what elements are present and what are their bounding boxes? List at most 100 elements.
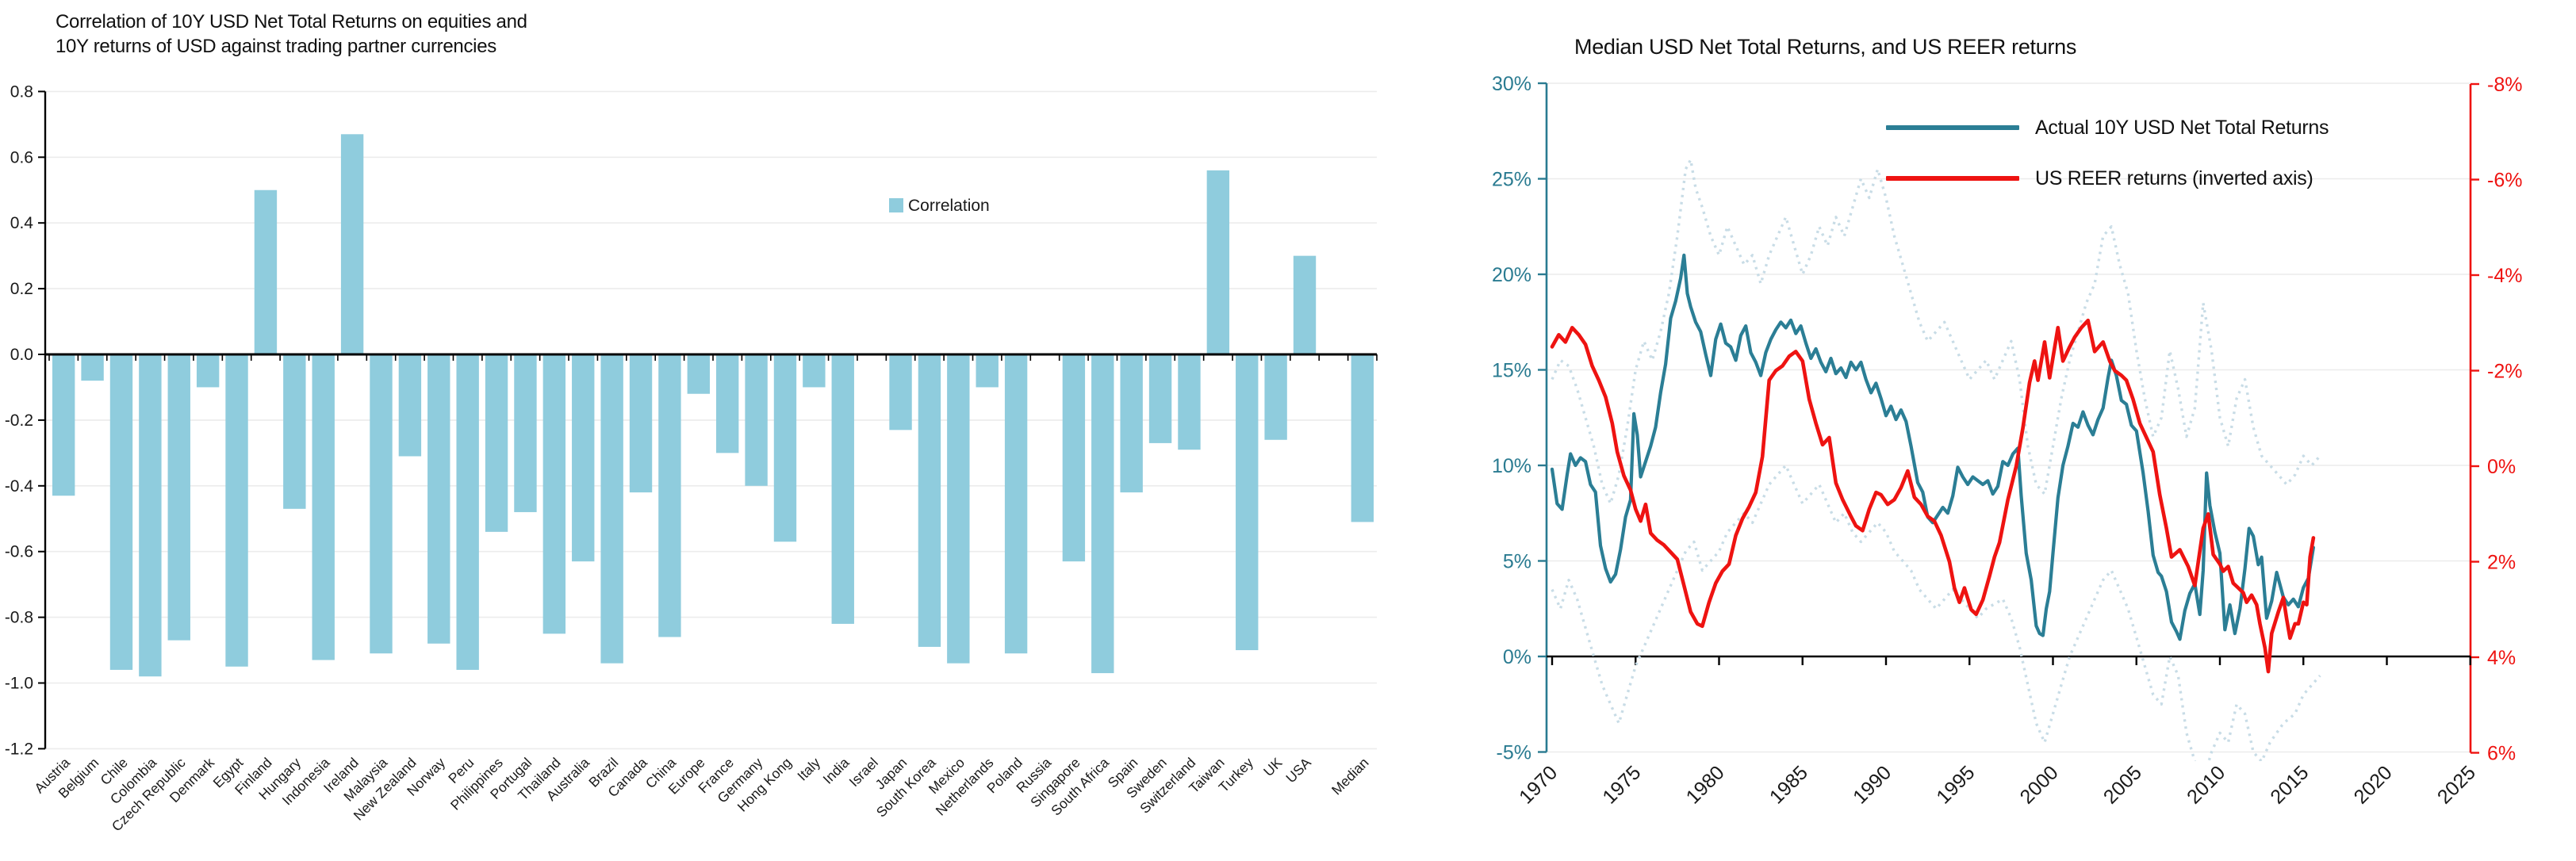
bar-indonesia (312, 354, 335, 660)
bar-median (1351, 354, 1374, 522)
bar-europe (687, 354, 710, 394)
bar-austria (52, 354, 75, 496)
series-actual-10y-usd-net-total-returns (1550, 253, 2315, 641)
bar-ireland (340, 134, 364, 354)
left-axis-label: 25% (1492, 169, 1531, 191)
left-axis-label: 30% (1492, 73, 1531, 95)
left-axis-label: 15% (1492, 360, 1531, 382)
left-axis-label: 20% (1492, 264, 1531, 286)
y-axis-label: 0.2 (10, 280, 33, 298)
y-axis-label: 0.4 (10, 214, 34, 232)
bar-uk (1264, 354, 1287, 440)
bar-colombia (139, 354, 162, 677)
bar-france (716, 354, 739, 453)
x-axis-label-usa: USA (1282, 754, 1314, 786)
bar-south-africa (1091, 354, 1114, 674)
right-axis-label: 4% (2487, 647, 2516, 669)
right-chart-title: Median USD Net Total Returns, and US REE… (1574, 35, 2077, 59)
bar-spain (1120, 354, 1143, 493)
bar-hong-kong (773, 354, 797, 542)
bar-egypt (225, 354, 248, 667)
right-axis-label: 2% (2487, 552, 2516, 574)
bar-netherlands (976, 354, 999, 388)
bar-singapore (1062, 354, 1086, 562)
x-axis-label-2005: 2005 (2099, 761, 2146, 808)
y-axis-label: -1.2 (5, 740, 33, 758)
right-axis-label: -6% (2487, 170, 2522, 192)
bar-new-zealand (398, 354, 422, 457)
teal-series-legend-label: Actual 10Y USD Net Total Returns (2035, 116, 2329, 139)
bar-sweden (1148, 354, 1172, 443)
right-chart-legend: Actual 10Y USD Net Total Returns US REER… (1886, 111, 2329, 195)
bar-norway (427, 354, 450, 644)
correlation-bar-chart: 0.80.60.40.20.0-0.2-0.4-0.6-0.8-1.0-1.2A… (5, 82, 1378, 834)
correlation-legend-label: Correlation (908, 197, 990, 215)
left-axis-label: 0% (1503, 646, 1531, 668)
bar-canada (629, 354, 653, 493)
bar-brazil (600, 354, 623, 664)
left-chart-title-line1: Correlation of 10Y USD Net Total Returns… (56, 11, 527, 33)
bar-taiwan (1206, 170, 1230, 354)
x-axis-label-median: Median (1328, 755, 1372, 798)
bar-south-korea (918, 354, 941, 647)
right-axis-label: -4% (2487, 265, 2522, 287)
y-axis-label: -0.4 (5, 477, 34, 496)
bar-czech-republic (167, 354, 190, 641)
right-axis-label: 6% (2487, 743, 2516, 765)
left-chart-title: Correlation of 10Y USD Net Total Returns… (56, 10, 527, 59)
x-axis-label-1970: 1970 (1515, 761, 1562, 808)
left-chart-title-line2: 10Y returns of USD against trading partn… (56, 36, 496, 57)
x-axis-label-2000: 2000 (2016, 761, 2063, 808)
left-axis-label: -5% (1497, 742, 1531, 764)
bar-mexico (947, 354, 970, 664)
x-axis-label-2025: 2025 (2433, 761, 2480, 808)
x-axis-label-2010: 2010 (2183, 761, 2229, 808)
bar-germany (745, 354, 768, 486)
right-axis-label: -2% (2487, 361, 2522, 383)
bar-switzerland (1178, 354, 1201, 450)
left-axis-label: 10% (1492, 455, 1531, 477)
bar-turkey (1236, 354, 1259, 651)
correlation-bar-chart-panel: Correlation of 10Y USD Net Total Returns… (5, 10, 1378, 834)
right-axis-label: 0% (2487, 456, 2516, 478)
bar-belgium (81, 354, 104, 381)
x-axis-label-india: India (820, 755, 853, 787)
bar-china (658, 354, 681, 637)
bar-thailand (542, 354, 566, 634)
bar-australia (572, 354, 595, 562)
y-axis-label: -0.2 (5, 411, 33, 430)
y-axis-label: 0.6 (10, 148, 33, 166)
x-axis-label-1980: 1980 (1682, 761, 1729, 808)
left-axis-label: 5% (1503, 551, 1531, 573)
series-percentile-band-upper (1551, 158, 2321, 505)
y-axis-label: 0.8 (10, 82, 33, 101)
bar-denmark (196, 354, 220, 388)
x-axis-label-1995: 1995 (1932, 761, 1979, 808)
teal-series-legend-line (1886, 125, 2019, 130)
x-axis-label-uk: UK (1260, 754, 1286, 779)
bar-japan (889, 354, 912, 430)
bar-chile (109, 354, 133, 670)
x-axis-label-italy: Italy (794, 755, 823, 784)
red-series-legend-line (1886, 176, 2019, 181)
bar-portugal (514, 354, 537, 512)
y-axis-label: 0.0 (10, 346, 33, 364)
left-chart-legend: Correlation (889, 197, 990, 217)
x-axis-label-2015: 2015 (2266, 761, 2313, 808)
y-axis-label: -0.8 (5, 609, 33, 627)
red-series-legend-label: US REER returns (inverted axis) (2035, 166, 2313, 189)
right-axis-label: -8% (2487, 74, 2522, 96)
correlation-legend-swatch (889, 198, 903, 212)
bar-india (831, 354, 854, 624)
bar-poland (1004, 354, 1028, 654)
bar-hungary (283, 354, 306, 509)
bar-philippines (485, 354, 508, 532)
x-axis-label-1975: 1975 (1598, 761, 1645, 808)
x-axis-label-1990: 1990 (1849, 761, 1896, 808)
y-axis-label: -0.6 (5, 543, 33, 561)
bar-finland (254, 189, 278, 354)
x-axis-label-2020: 2020 (2350, 761, 2397, 808)
bar-usa (1293, 255, 1317, 354)
y-axis-label: -1.0 (5, 675, 33, 693)
